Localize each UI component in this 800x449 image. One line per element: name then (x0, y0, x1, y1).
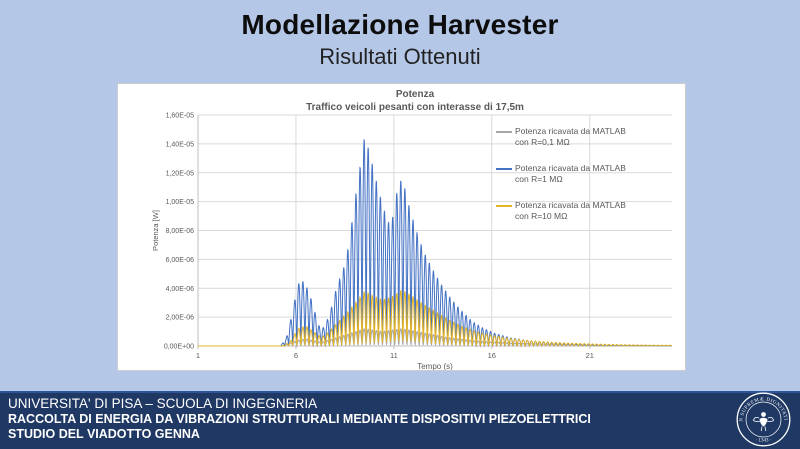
slide-subtitle: Risultati Ottenuti (319, 44, 481, 69)
legend-swatch-icon (496, 131, 512, 133)
seal-cherub-figure (753, 412, 774, 432)
seal-year-text: · 1343 · (756, 439, 772, 444)
legend-label: Potenza ricavata da MATLAB con R=1 MΩ (515, 163, 626, 185)
series-line-2 (198, 289, 673, 348)
legend-label: Potenza ricavata da MATLAB con R=10 MΩ (515, 200, 626, 222)
x-tick-label: 21 (586, 351, 594, 360)
y-tick-label: 2,00E-06 (166, 315, 195, 322)
legend-item-1: Potenza ricavata da MATLAB con R=1 MΩ (496, 163, 676, 185)
legend-label-line: con R=0,1 MΩ (515, 137, 570, 147)
footer-bar: UNIVERSITA' DI PISA – SCUOLA DI INGEGNER… (0, 391, 800, 449)
legend-label-line: Potenza ricavata da MATLAB (515, 200, 626, 210)
chart-title: Potenza (395, 89, 435, 100)
chart-subtitle: Traffico veicoli pesanti con interasse d… (306, 102, 524, 113)
footer-university-line: UNIVERSITA' DI PISA – SCUOLA DI INGEGNER… (8, 396, 318, 411)
slide-title: Modellazione Harvester (241, 9, 559, 40)
x-axis-title: Tempo (s) (417, 362, 453, 370)
y-tick-label: 1,60E-05 (166, 113, 195, 120)
legend-item-2: Potenza ricavata da MATLAB con R=10 MΩ (496, 200, 676, 222)
legend-swatch-icon (496, 205, 512, 207)
chart-plot-svg: 0,00E+00 2,00E-06 4,00E-06 6,00E-06 8,00E-06… (151, 113, 673, 370)
legend-item-0: Potenza ricavata da MATLAB con R=0,1 MΩ (496, 126, 676, 148)
y-axis-title: Potenza [W] (151, 210, 160, 251)
y-tick-label: 0,00E+00 (164, 344, 194, 351)
y-tick-label: 1,40E-05 (166, 141, 195, 148)
legend-label-line: Potenza ricavata da MATLAB (515, 163, 626, 173)
x-tick-label: 6 (294, 351, 298, 360)
legend-label-line: con R=1 MΩ (515, 174, 563, 184)
legend-label-line: con R=10 MΩ (515, 211, 568, 221)
chart-legend: Potenza ricavata da MATLAB con R=0,1 MΩ Po… (496, 126, 676, 237)
y-tick-label: 4,00E-06 (166, 286, 195, 293)
x-tick-label: 11 (390, 351, 398, 360)
y-tick-label: 1,00E-05 (166, 199, 195, 206)
footer-study-line: STUDIO DEL VIADOTTO GENNA (8, 427, 200, 441)
legend-swatch-icon (496, 168, 512, 170)
university-of-pisa-seal-icon: IN SUPREMÆ DIGNITATIS · 1343 · (735, 391, 791, 447)
legend-label-line: Potenza ricavata da MATLAB (515, 126, 626, 136)
y-tick-label: 8,00E-06 (166, 228, 195, 235)
y-tick-label: 1,20E-05 (166, 170, 195, 177)
seal-inner-ring (745, 401, 782, 438)
x-tick-label: 16 (488, 351, 496, 360)
legend-label: Potenza ricavata da MATLAB con R=0,1 MΩ (515, 126, 626, 148)
x-tick-label: 1 (196, 351, 200, 360)
footer-thesis-title-line: RACCOLTA DI ENERGIA DA VIBRAZIONI STRUTT… (8, 412, 591, 426)
y-tick-label: 6,00E-06 (166, 257, 195, 264)
chart-panel: 0,00E+00 2,00E-06 4,00E-06 6,00E-06 8,00E-06… (117, 83, 686, 371)
